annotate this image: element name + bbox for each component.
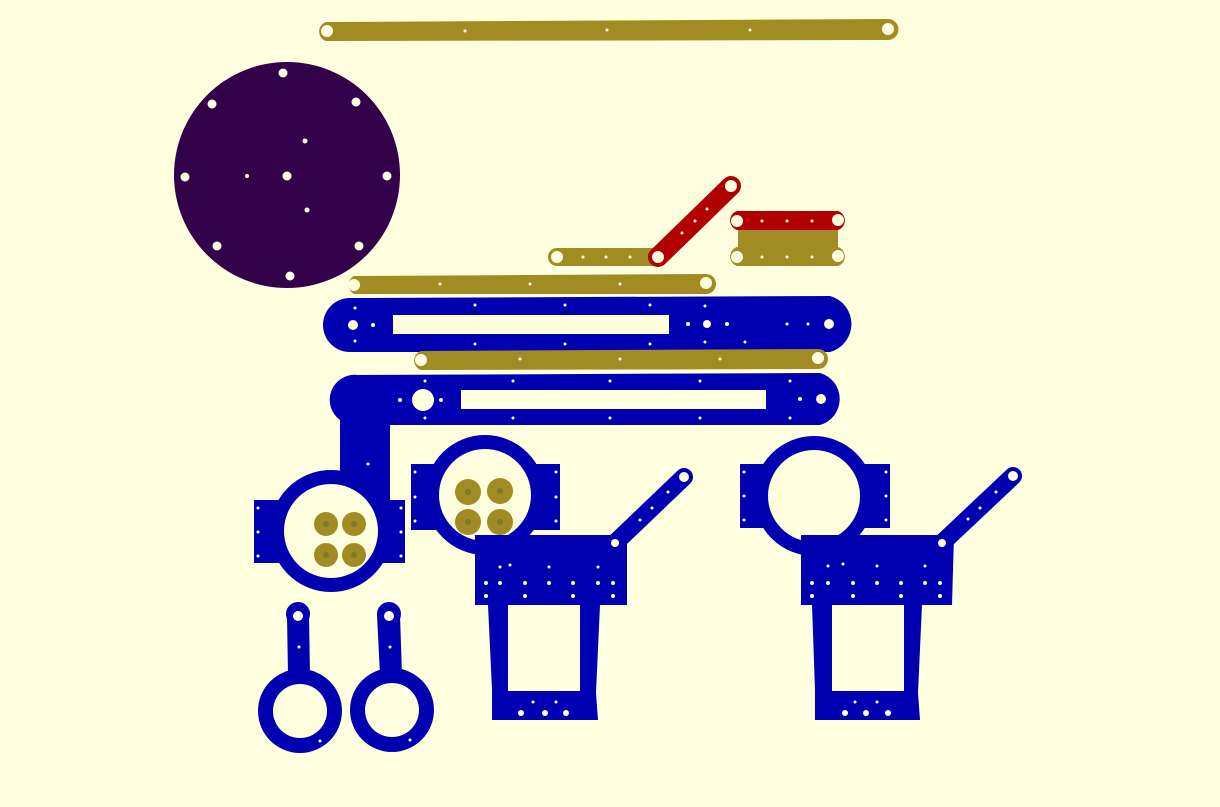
olive-plate — [730, 228, 845, 266]
blue-servo-bracket-right — [801, 467, 1022, 720]
blue-ring-mount-left — [254, 470, 405, 592]
blue-ring-mount-middle — [411, 435, 560, 555]
red-short-link — [730, 211, 845, 230]
blue-servo-bracket-left — [475, 468, 693, 720]
purple-base-disc — [174, 62, 400, 288]
blue-finger-ring-right — [350, 602, 434, 752]
red-diagonal-link — [648, 176, 741, 267]
blue-finger-ring-left — [258, 602, 342, 753]
long-olive-link — [319, 19, 899, 41]
short-olive-link — [548, 248, 655, 266]
blue-arm-lower — [329, 373, 844, 500]
blue-arm-upper — [323, 296, 852, 352]
olive-long-link-2 — [348, 274, 716, 294]
olive-long-link-3 — [414, 349, 828, 370]
blue-ring-mount-right — [740, 436, 890, 556]
